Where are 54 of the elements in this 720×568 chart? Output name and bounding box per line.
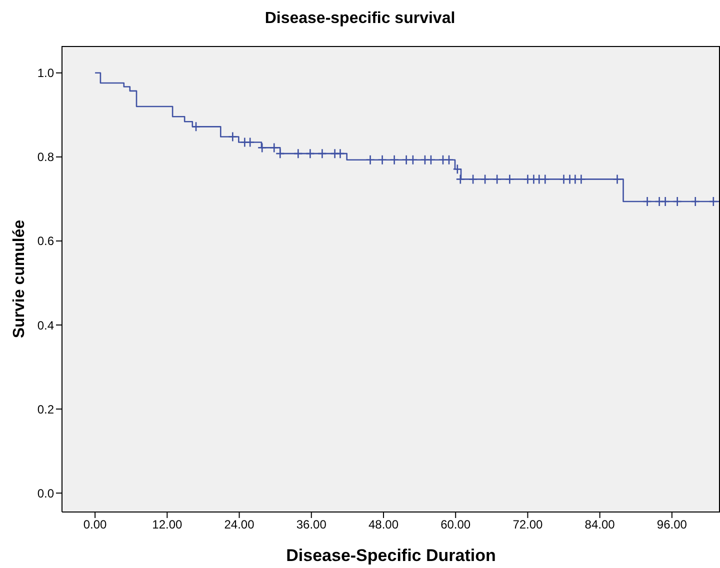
point <box>378 154 387 166</box>
point <box>642 196 652 207</box>
point <box>576 174 586 184</box>
point <box>294 148 303 159</box>
point <box>559 174 568 184</box>
point <box>534 174 544 184</box>
point <box>505 174 514 184</box>
y-axis-title: Survie cumulée <box>11 220 29 338</box>
point <box>402 154 411 166</box>
point <box>612 174 622 184</box>
point <box>257 142 267 153</box>
point <box>318 148 327 159</box>
x-tick-label: 96.00 <box>656 518 688 532</box>
y-tick-label: 0.8 <box>37 150 54 164</box>
point <box>438 154 448 166</box>
point <box>690 196 700 207</box>
point <box>654 196 664 207</box>
x-tick-label: 60.00 <box>440 518 471 532</box>
point <box>390 154 399 166</box>
y-tick-label: 0.4 <box>37 318 54 332</box>
x-tick-label: 72.00 <box>512 518 544 532</box>
point <box>408 154 418 166</box>
x-tick-label: 12.00 <box>152 518 182 532</box>
y-tick-label: 0.0 <box>37 486 54 500</box>
y-tick-label: 1.0 <box>37 66 54 80</box>
point <box>420 154 430 166</box>
point <box>191 122 201 132</box>
x-tick-label: 48.00 <box>368 518 399 532</box>
y-tick-label: 0.6 <box>37 234 54 248</box>
point <box>336 148 345 159</box>
point <box>708 196 718 207</box>
point <box>306 148 315 159</box>
point <box>672 196 682 207</box>
point <box>540 174 550 184</box>
point <box>444 154 454 166</box>
x-tick-label: 84.00 <box>584 518 616 532</box>
point <box>245 137 255 148</box>
point <box>570 174 580 184</box>
y-tick-label: 0.2 <box>37 402 54 416</box>
point <box>523 174 532 184</box>
point <box>426 154 436 166</box>
x-tick-label: 24.00 <box>224 518 255 532</box>
point <box>468 174 478 184</box>
point <box>228 132 238 142</box>
x-axis-title: Disease-Specific Duration <box>285 546 497 566</box>
point <box>452 164 462 174</box>
x-tick-label: 36.00 <box>296 518 327 532</box>
chart-title: Disease-specific survival <box>264 10 456 28</box>
point <box>660 196 670 207</box>
point <box>456 174 466 184</box>
x-tick-label: 0.00 <box>83 518 108 532</box>
point <box>480 174 490 184</box>
point <box>492 174 502 184</box>
point <box>366 154 375 166</box>
